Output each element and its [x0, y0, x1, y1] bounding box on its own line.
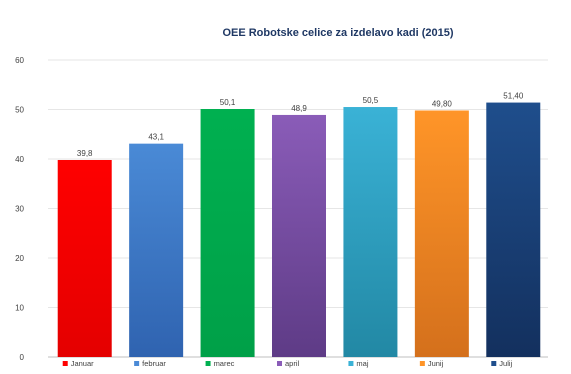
- legend-label: Julij: [499, 359, 512, 368]
- bar-maj: [343, 107, 398, 358]
- y-axis: 0 10 20 30 40 50 60: [15, 56, 24, 362]
- legend-swatch: [62, 361, 68, 366]
- y-tick-label: 10: [15, 304, 24, 313]
- data-label: 50,5: [363, 96, 379, 105]
- legend-swatch: [205, 361, 211, 366]
- legend-label: februar: [142, 359, 166, 368]
- legend-swatch: [134, 361, 140, 366]
- bar-januar: [57, 159, 112, 357]
- y-tick-label: 20: [15, 254, 24, 263]
- legend-label: Januar: [71, 359, 94, 368]
- legend-label: marec: [214, 359, 235, 368]
- y-tick-label: 50: [15, 106, 24, 115]
- bars: [57, 102, 541, 358]
- bar-februar: [129, 143, 184, 357]
- bar-marec: [200, 109, 255, 357]
- y-tick-label: 30: [15, 205, 24, 214]
- legend-swatch: [419, 361, 425, 366]
- legend-swatch: [277, 361, 282, 366]
- data-label: 39,8: [77, 149, 93, 158]
- legend-swatch: [491, 361, 497, 366]
- data-labels: 39,8 43,1 50,1 48,9 50,5 49,80 51,40: [77, 92, 524, 158]
- bar-julij: [486, 102, 541, 357]
- chart-title: OEE Robotske celice za izdelavo kadi (20…: [222, 27, 453, 39]
- data-label: 50,1: [220, 98, 236, 107]
- data-label: 43,1: [148, 133, 164, 142]
- data-label: 48,9: [291, 104, 307, 113]
- bar-april: [272, 114, 326, 357]
- legend-swatch: [348, 361, 354, 366]
- legend-label: Junij: [428, 359, 444, 368]
- bar-junij: [414, 110, 469, 358]
- legend: Januar februar marec april maj Junij Julij: [62, 359, 513, 368]
- data-label: 51,40: [503, 92, 524, 101]
- y-tick-label: 0: [20, 353, 25, 362]
- legend-label: april: [285, 359, 300, 368]
- y-tick-label: 40: [15, 155, 24, 164]
- y-tick-label: 60: [15, 56, 24, 65]
- data-label: 49,80: [432, 99, 453, 108]
- legend-label: maj: [356, 359, 368, 368]
